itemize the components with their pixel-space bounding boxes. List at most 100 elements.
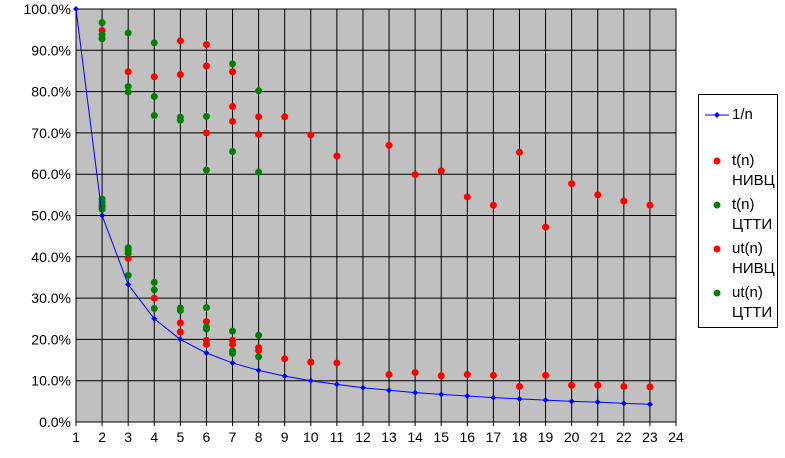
legend-label: 1/n [732,106,753,123]
x-tick-label: 21 [590,429,606,445]
data-point [176,319,184,327]
series-0 [73,6,653,408]
data-point [150,112,158,120]
data-point [359,384,366,391]
data-point [333,359,341,367]
data-point [333,152,341,160]
data-point [229,147,237,155]
y-tick-label: 80.0% [31,84,71,100]
data-point [437,372,445,380]
data-point [333,381,340,388]
data-point [98,35,106,43]
legend-green-dot-icon [713,201,721,209]
x-tick-label: 17 [486,429,502,445]
x-tick-label: 23 [642,429,658,445]
data-point [202,304,210,312]
x-tick-label: 16 [460,429,476,445]
data-point [202,318,210,326]
data-point [255,113,263,121]
data-point [620,400,627,407]
x-tick-label: 2 [98,429,106,445]
data-point [255,347,263,355]
x-tick-label: 14 [407,429,423,445]
data-point [150,294,158,302]
legend-label: ut(n) НИВЦ [732,240,775,277]
data-point [150,278,158,286]
data-point [411,368,419,376]
y-gridlines [76,8,676,423]
data-point [437,167,445,175]
data-point [255,331,263,339]
data-point [151,315,158,322]
data-point [594,191,602,199]
y-tick-label: 20.0% [31,331,71,347]
x-tick-label: 15 [433,429,449,445]
data-point [542,371,550,379]
data-point [307,358,315,366]
x-tick-label: 18 [512,429,528,445]
data-point [229,327,237,335]
y-tick-label: 30.0% [31,290,71,306]
series-layer [73,6,654,408]
data-point [124,271,132,279]
legend-label: ut(n) ЦТТИ [732,284,773,321]
data-point [438,391,445,398]
x-tick-label: 5 [176,429,184,445]
data-point [281,113,289,121]
y-tick-label: 50.0% [31,208,71,224]
data-point [150,93,158,101]
legend-label: t(n) ЦТТИ [732,196,773,233]
y-tick-label: 0.0% [39,414,71,430]
data-point [202,166,210,174]
y-tick-label: 100.0% [24,1,71,17]
data-point [202,112,210,120]
x-tick-label: 7 [229,429,237,445]
x-tick-label: 10 [303,429,319,445]
legend-line-marker-icon [705,112,729,118]
data-point [307,377,314,384]
data-point [203,350,210,357]
data-point [568,398,575,405]
legend-label: t(n) НИВЦ [732,152,775,189]
data-point [229,60,237,68]
x-tick-label: 8 [255,429,263,445]
y-tick-label: 40.0% [31,249,71,265]
data-point [463,193,471,201]
data-point [202,62,210,70]
data-point [255,168,263,176]
y-tick-label: 60.0% [31,166,71,182]
data-point [542,397,549,404]
y-tick-label: 90.0% [31,42,71,58]
data-point [124,254,132,262]
legend: 1/n t(n) НИВЦ t(n) ЦТТИ ut(n) НИВЦ ut(n)… [698,94,778,328]
legend-green-dot-icon [713,289,721,297]
data-point [568,381,576,389]
data-point [281,373,288,380]
data-point [490,394,497,401]
data-point [176,328,184,336]
data-point [386,387,393,394]
data-point [98,19,106,27]
data-point [255,87,263,95]
data-point [516,395,523,402]
data-point [489,201,497,209]
legend-red-dot-icon [713,157,721,165]
legend-red-dot-icon [713,245,721,253]
data-point [411,171,419,179]
data-point [124,249,132,257]
x-tick-label: 13 [381,429,397,445]
data-point [463,371,471,379]
data-point [620,197,628,205]
data-point [255,131,263,139]
data-point [255,367,262,374]
x-tick-label: 1 [72,429,80,445]
data-point [307,131,315,139]
data-point [202,340,210,348]
x-tick-label: 19 [538,429,554,445]
data-point [385,371,393,379]
data-point [646,201,654,209]
data-point [125,281,132,288]
data-point [568,180,576,188]
data-point [99,212,106,219]
x-tick-label: 22 [616,429,632,445]
